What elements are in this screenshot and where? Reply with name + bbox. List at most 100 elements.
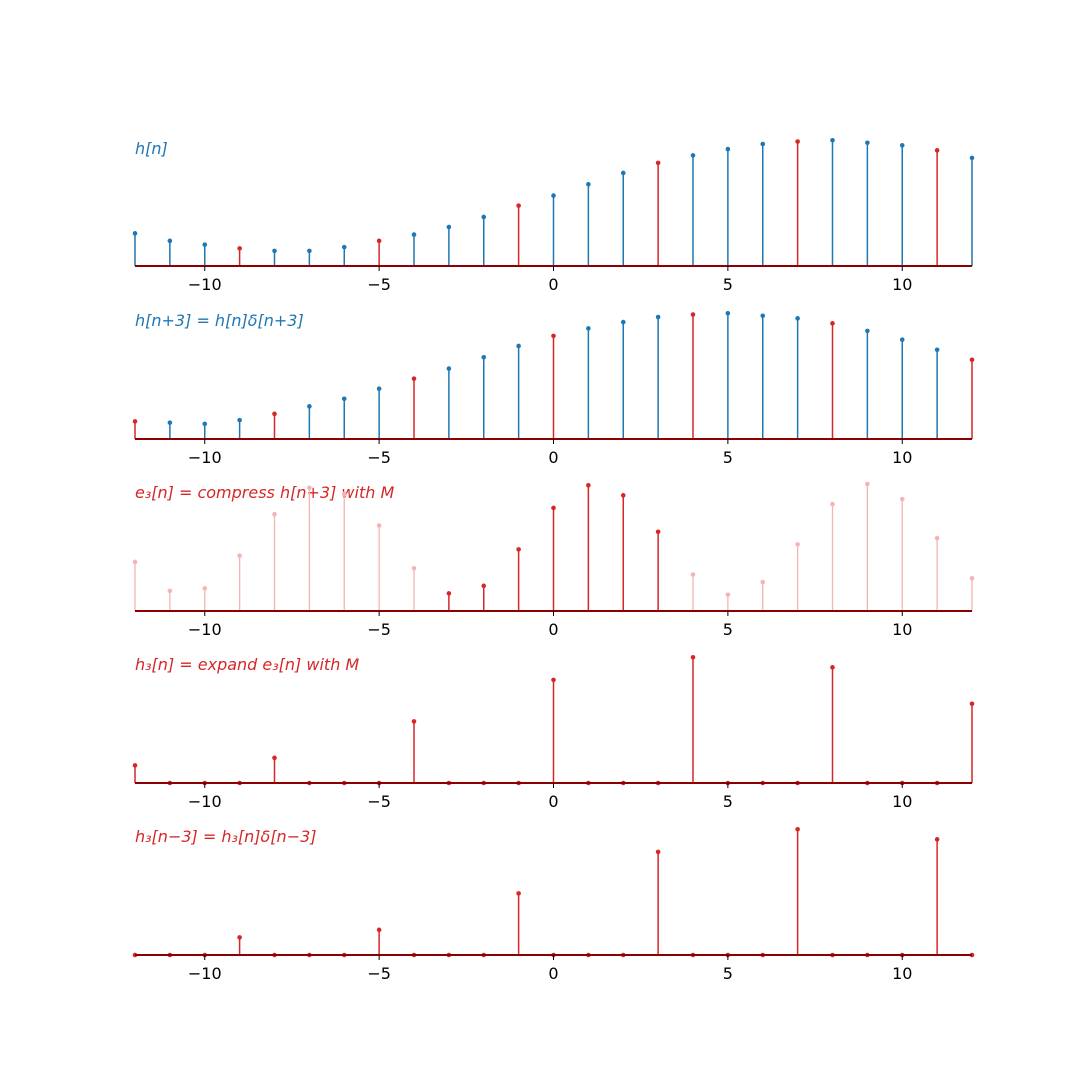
panel-title: h[n+3] = h[n]δ[n+3] — [135, 311, 304, 330]
stem-marker — [934, 347, 940, 353]
stem-marker — [655, 529, 661, 535]
stem-marker — [446, 224, 452, 230]
x-tick-label: −5 — [367, 792, 391, 811]
panel-4: h₃[n] = expand e₃[n] with M −10 −5 0 5 10 — [132, 654, 975, 811]
stem-marker — [237, 935, 242, 940]
stem-marker — [655, 314, 661, 320]
stem-marker — [551, 333, 556, 339]
x-tick-label: −10 — [188, 620, 222, 639]
x-tick-label: 5 — [723, 964, 733, 983]
stem-marker — [830, 321, 835, 326]
stem-marker — [830, 501, 835, 507]
stem-marker — [620, 493, 626, 498]
stem-marker — [865, 328, 870, 334]
x-tick-label: 5 — [723, 275, 733, 294]
stem-marker — [272, 511, 277, 517]
panel-3: e₃[n] = compress h[n+3] with M −10 −5 0 5 10 — [132, 481, 975, 639]
stem-marker — [237, 553, 242, 558]
stem-marker — [167, 420, 173, 425]
x-tick-label: 0 — [548, 964, 558, 983]
x-tick-label: −5 — [367, 275, 391, 294]
x-tick-label: −5 — [367, 964, 391, 983]
stem-marker — [969, 701, 975, 707]
stem-marker — [376, 386, 382, 392]
stem-marker — [376, 238, 382, 244]
stem-marker — [725, 146, 731, 152]
stem-marker — [620, 319, 626, 325]
stem-marker — [481, 583, 487, 589]
panel-1: h[n] −10 −5 0 5 10 — [132, 137, 975, 294]
x-tick-label: 0 — [548, 448, 558, 467]
stem-marker — [272, 248, 277, 254]
stem-marker — [690, 153, 696, 158]
stem-marker — [830, 665, 835, 670]
stem-marker — [934, 535, 940, 541]
stem-marker — [341, 396, 347, 402]
stem-marker — [795, 139, 800, 144]
stem-marker — [411, 719, 417, 724]
x-tick-label: −5 — [367, 620, 391, 639]
x-tick-label: −10 — [188, 275, 222, 294]
stem-marker — [376, 523, 382, 528]
stem-marker — [620, 170, 626, 176]
stem-marker — [307, 404, 312, 409]
stem-marker — [341, 491, 347, 497]
stem-marker — [272, 755, 277, 761]
stem-marker — [307, 248, 312, 254]
x-tick-label: 5 — [723, 792, 733, 811]
stem-marker — [830, 137, 835, 143]
stem-marker — [516, 891, 521, 896]
stem-marker — [132, 559, 138, 565]
x-tick-label: 10 — [892, 448, 912, 467]
stem-marker — [132, 419, 138, 424]
stem-marker — [934, 148, 940, 153]
stem-marker — [586, 326, 591, 331]
stem-marker — [899, 337, 905, 342]
stem-marker — [516, 203, 521, 208]
stem-marker — [237, 417, 242, 423]
stem-marker — [202, 586, 208, 591]
stem-marker — [725, 310, 731, 316]
x-tick-label: −10 — [188, 448, 222, 467]
stem-marker — [132, 763, 138, 768]
panel-title: e₃[n] = compress h[n+3] with M — [135, 483, 394, 502]
stem-marker — [795, 316, 800, 321]
stem-marker — [969, 576, 975, 581]
stem-marker — [865, 481, 870, 487]
x-tick-label: 10 — [892, 964, 912, 983]
stem-marker — [795, 542, 800, 547]
stem-marker — [202, 242, 208, 247]
panel-title: h₃[n−3] = h₃[n]δ[n−3] — [135, 827, 317, 846]
stem-marker — [167, 588, 173, 594]
x-tick-label: −10 — [188, 792, 222, 811]
panel-5: h₃[n−3] = h₃[n]δ[n−3] −10 −5 0 5 10 — [132, 826, 975, 983]
stem-marker — [446, 366, 452, 371]
x-tick-label: 10 — [892, 792, 912, 811]
stem-marker — [586, 181, 591, 187]
stem-marker — [934, 837, 940, 842]
x-tick-label: 10 — [892, 620, 912, 639]
stem-marker — [237, 246, 242, 251]
x-tick-label: 0 — [548, 620, 558, 639]
stem-marker — [725, 592, 731, 597]
stem-marker — [586, 482, 591, 488]
panel-title: h₃[n] = expand e₃[n] with M — [135, 655, 359, 674]
stem-marker — [481, 214, 487, 220]
stem-marker — [411, 232, 417, 237]
stem-marker — [760, 579, 766, 585]
panel-2: h[n+3] = h[n]δ[n+3] −10 −5 0 5 10 — [132, 310, 975, 467]
stem-marker — [551, 677, 556, 683]
stem-marker — [690, 572, 696, 577]
panel-title: h[n] — [135, 139, 168, 158]
stem-marker — [899, 496, 905, 502]
x-tick-label: −10 — [188, 964, 222, 983]
stem-marker — [655, 849, 661, 855]
stem-marker — [551, 193, 556, 198]
x-tick-label: 10 — [892, 275, 912, 294]
stem-marker — [516, 547, 521, 552]
stem-marker — [865, 140, 870, 146]
stem-marker — [969, 357, 975, 363]
stem-marker — [411, 565, 417, 571]
stem-marker — [446, 591, 452, 596]
